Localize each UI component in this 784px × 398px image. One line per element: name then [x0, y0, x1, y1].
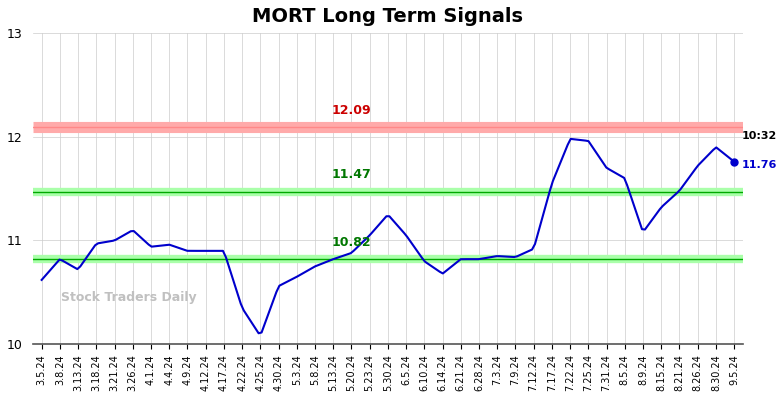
Text: Stock Traders Daily: Stock Traders Daily: [61, 291, 197, 304]
Text: 10.82: 10.82: [332, 236, 372, 249]
Text: 10:32: 10:32: [742, 131, 777, 141]
Text: 11.47: 11.47: [332, 168, 372, 181]
Title: MORT Long Term Signals: MORT Long Term Signals: [252, 7, 524, 26]
Text: 11.76: 11.76: [742, 160, 777, 170]
Text: 12.09: 12.09: [332, 104, 372, 117]
